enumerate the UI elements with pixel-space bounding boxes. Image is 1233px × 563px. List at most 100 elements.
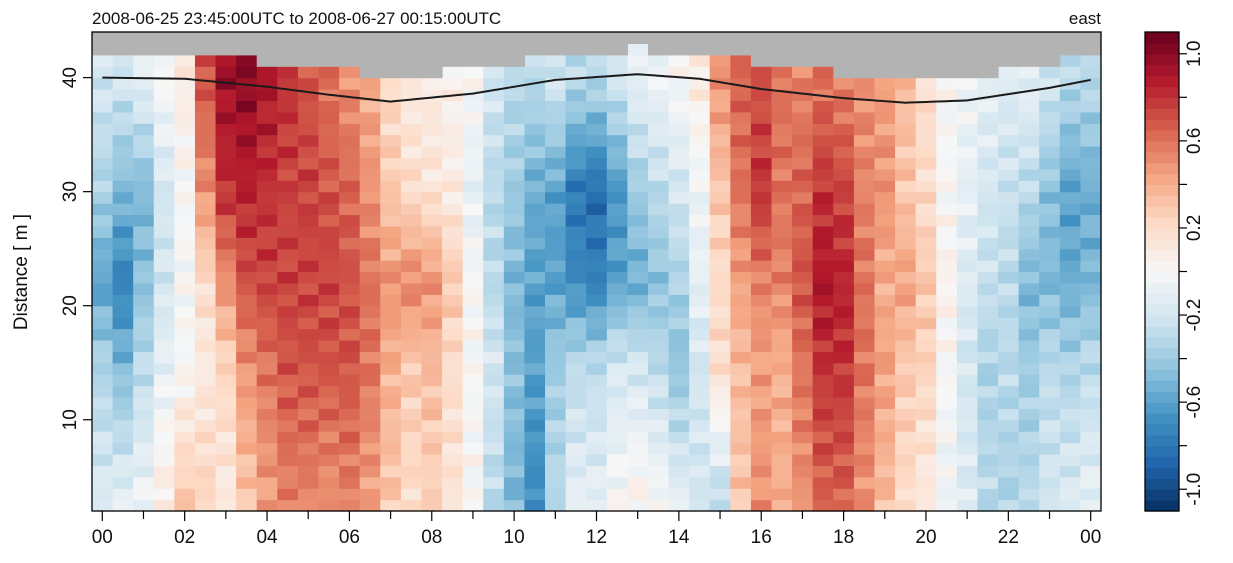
heatmap-cell (1080, 305, 1102, 318)
heatmap-cell (1080, 100, 1102, 113)
heatmap-cell (936, 157, 958, 170)
missing-cell (895, 32, 917, 44)
heatmap-cell (998, 134, 1020, 147)
heatmap-cell (503, 374, 526, 387)
heatmap-cell (359, 271, 381, 284)
heatmap-cell (133, 374, 155, 387)
heatmap-cell (297, 408, 320, 421)
heatmap-cell (709, 111, 731, 124)
heatmap-cell (586, 294, 608, 307)
colorbar-swatch (1145, 184, 1179, 196)
heatmap-cell (998, 465, 1020, 478)
missing-cell (771, 54, 793, 67)
heatmap-cell (524, 294, 546, 307)
heatmap-cell (833, 168, 855, 181)
heatmap-cell (998, 339, 1020, 352)
heatmap-cell (112, 66, 134, 79)
heatmap-cell (627, 100, 649, 113)
heatmap-cell (236, 385, 258, 398)
heatmap-cell (1039, 328, 1061, 341)
heatmap-cell (812, 203, 834, 216)
heatmap-cell (956, 374, 979, 387)
heatmap-cell (318, 134, 340, 147)
heatmap-cell (792, 419, 814, 432)
missing-cell (668, 43, 690, 56)
heatmap-cell (462, 271, 484, 284)
heatmap-cell (977, 351, 999, 364)
missing-cell (668, 32, 690, 44)
heatmap-cell (915, 488, 937, 501)
heatmap-cell (1039, 203, 1061, 216)
heatmap-cell (915, 180, 937, 193)
missing-cell (956, 54, 979, 67)
heatmap-cell (853, 408, 876, 421)
heatmap-cell (977, 191, 999, 204)
heatmap-cell (503, 248, 526, 261)
heatmap-cell (915, 419, 937, 432)
heatmap-cell (606, 180, 628, 193)
heatmap-cell (545, 248, 567, 261)
heatmap-cell (627, 294, 649, 307)
missing-cell (1018, 43, 1040, 56)
colorbar-cells (1145, 32, 1179, 512)
heatmap-cell (524, 453, 546, 466)
heatmap-cell (421, 123, 443, 136)
heatmap-cell (92, 77, 114, 90)
heatmap-cell (380, 214, 402, 227)
heatmap-cell (586, 54, 608, 67)
colorbar-swatch (1145, 445, 1179, 458)
heatmap-cell (853, 203, 876, 216)
heatmap-cell (1080, 214, 1102, 227)
heatmap-cell (1080, 191, 1102, 204)
heatmap-cell (462, 476, 484, 489)
heatmap-cell (442, 123, 464, 136)
heatmap-cell (689, 396, 711, 409)
heatmap-cell (1059, 431, 1082, 444)
missing-cell (853, 32, 876, 44)
heatmap-cell (1039, 442, 1061, 455)
heatmap-cell (1059, 396, 1082, 409)
heatmap-cell (977, 225, 999, 238)
heatmap-cell (874, 339, 896, 352)
heatmap-cell (977, 134, 999, 147)
heatmap-cell (174, 339, 196, 352)
heatmap-cell (442, 260, 464, 273)
heatmap-cell (998, 362, 1020, 375)
heatmap-cell (462, 328, 484, 341)
missing-cell (771, 43, 793, 56)
colorbar-swatch (1145, 129, 1179, 142)
heatmap-cell (998, 351, 1020, 364)
heatmap-cell (730, 351, 752, 364)
missing-cell (400, 54, 423, 67)
heatmap-cell (709, 168, 731, 181)
heatmap-cell (133, 123, 155, 136)
heatmap-cell (483, 431, 505, 444)
heatmap-cell (853, 191, 876, 204)
heatmap-cell (792, 134, 814, 147)
heatmap-cell (545, 111, 567, 124)
heatmap-cell (771, 419, 793, 432)
heatmap-cell (956, 271, 979, 284)
heatmap-cell (545, 408, 567, 421)
heatmap-cell (442, 111, 464, 124)
heatmap-cell (812, 271, 834, 284)
heatmap-cell (668, 282, 690, 295)
heatmap-cell (586, 123, 608, 136)
x-tick-label: 20 (915, 527, 936, 548)
heatmap-cell (895, 305, 917, 318)
heatmap-cell (174, 385, 196, 398)
x-tick-label: 10 (504, 527, 525, 548)
heatmap-cell (606, 203, 628, 216)
heatmap-cell (215, 476, 237, 489)
heatmap-cell (627, 271, 649, 284)
colorbar-swatch (1145, 53, 1179, 66)
heatmap-cell (689, 317, 711, 330)
heatmap-cell (709, 453, 731, 466)
heatmap-cell (998, 294, 1020, 307)
heatmap-cell (956, 282, 979, 295)
heatmap-cell (462, 77, 484, 90)
heatmap-cell (297, 203, 320, 216)
heatmap-cell (833, 408, 855, 421)
colorbar-tick-label: 0.6 (1184, 128, 1205, 154)
heatmap-cell (318, 282, 340, 295)
